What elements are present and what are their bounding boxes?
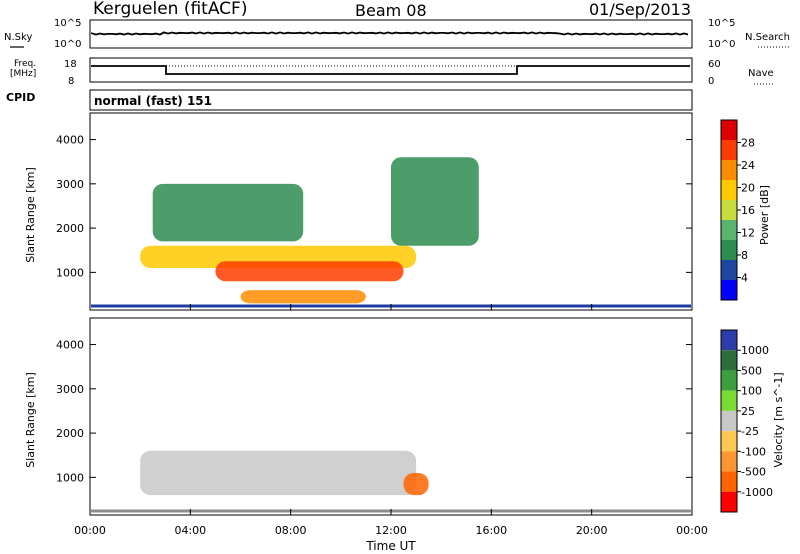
power-y-ticks: 1000 2000 3000 4000 (56, 134, 692, 279)
colorbar-tick-label: 16 (741, 204, 755, 217)
nsky-right-tick-top: 10^5 (708, 18, 735, 29)
colorbar-swatch (721, 160, 737, 180)
velocity-y-axis-label: Slant Range [km] (24, 372, 37, 468)
y-tick-label: 3000 (56, 178, 84, 191)
colorbar-tick-label: 500 (741, 364, 762, 377)
station-title: Kerguelen (fitACF) (93, 0, 247, 19)
nsearch-label: N.Search (745, 32, 790, 43)
colorbar-tick-label: -500 (741, 466, 766, 479)
colorbar-swatch (721, 200, 737, 220)
x-tick-label: 04:00 (174, 524, 206, 537)
heatmap-region (215, 261, 404, 282)
velocity-colorbar: 1000 500 100 25 -25 -100 -500 -1000 (720, 329, 773, 513)
x-tick-label: 08:00 (275, 524, 307, 537)
colorbar-swatch (721, 451, 737, 472)
colorbar-swatch (721, 220, 737, 240)
colorbar-tick-label: 24 (741, 159, 755, 172)
heatmap-region (152, 183, 304, 242)
y-tick-label: 1000 (56, 266, 84, 279)
cpid-panel: CPID normal (fast) 151 (6, 89, 693, 111)
beam-label: Beam 08 (355, 1, 427, 20)
colorbar-swatch (721, 140, 737, 160)
velocity-panel: Slant Range [km] 1000 2000 3000 4000 1000 50… (24, 304, 785, 553)
power-colorbar: 4 8 12 16 20 24 28 (720, 119, 755, 301)
y-tick-label: 2000 (56, 222, 84, 235)
colorbar-tick-label: -100 (741, 445, 766, 458)
heatmap-region (391, 157, 479, 246)
power-colorbar-label: Power [dB] (758, 185, 771, 245)
velocity-x-ticks: 00:00 04:00 08:00 12:00 16:00 20:00 00:00 (74, 304, 708, 537)
colorbar-swatch (721, 350, 737, 371)
colorbar-swatch (721, 330, 737, 351)
freq-left-tick-bottom: 8 (68, 76, 74, 87)
nsky-left-tick-bottom: 10^0 (54, 39, 81, 50)
colorbar-swatch (721, 471, 737, 492)
freq-panel: Freq. [MHz] 18 8 60 0 Nave (10, 57, 774, 87)
colorbar-swatch (721, 370, 737, 391)
y-tick-label: 1000 (56, 471, 84, 484)
velocity-colorbar-label: Velocity [m s^-1] (772, 372, 785, 467)
velocity-heatmap (91, 450, 691, 513)
freq-left-tick-top: 18 (64, 59, 77, 70)
nave-label: Nave (748, 68, 774, 79)
date-label: 01/Sep/2013 (589, 0, 691, 19)
nsky-panel: N.Sky 10^5 10^0 10^5 10^0 N.Search (4, 18, 790, 50)
x-tick-label: 00:00 (74, 524, 106, 537)
freq-unit-label: [MHz] (10, 69, 36, 79)
colorbar-swatch (721, 240, 737, 260)
nsky-left-tick-top: 10^5 (54, 18, 81, 29)
colorbar-tick-label: -25 (741, 425, 759, 438)
colorbar-swatch (721, 260, 737, 280)
colorbar-tick-label: 12 (741, 227, 755, 240)
colorbar-tick-label: 20 (741, 182, 755, 195)
x-tick-label: 00:00 (676, 524, 708, 537)
y-tick-label: 4000 (56, 339, 84, 352)
colorbar-frame (720, 329, 738, 513)
colorbar-tick-label: 100 (741, 385, 762, 398)
nave-right-tick-bottom: 0 (708, 76, 714, 87)
colorbar-tick-label: 1000 (741, 344, 769, 357)
colorbar-swatch (721, 280, 737, 300)
cpid-frame (89, 89, 693, 111)
heatmap-region (140, 450, 417, 496)
x-tick-label: 20:00 (576, 524, 608, 537)
nsky-right-tick-bottom: 10^0 (708, 39, 735, 50)
power-panel: Slant Range [km] 1000 2000 3000 4000 4 8 12 16… (24, 112, 771, 311)
power-heatmap (91, 157, 691, 308)
freq-trace (91, 65, 690, 75)
cpid-value: normal (fast) 151 (94, 94, 212, 108)
x-axis-label: Time UT (365, 539, 416, 553)
colorbar-swatch (721, 390, 737, 411)
velocity-y-ticks: 1000 2000 3000 4000 (56, 339, 692, 484)
colorbar-tick-label: 28 (741, 137, 755, 150)
colorbar-swatch (721, 180, 737, 200)
nsky-trace (91, 31, 689, 36)
x-tick-label: 12:00 (375, 524, 407, 537)
colorbar-swatch (721, 120, 737, 140)
freq-label: Freq. (14, 59, 36, 69)
nsky-frame (89, 19, 693, 49)
nsky-label: N.Sky (4, 32, 32, 43)
cpid-label: CPID (6, 91, 35, 104)
power-y-axis-label: Slant Range [km] (24, 167, 37, 263)
colorbar-tick-label: -1000 (741, 486, 773, 499)
x-tick-label: 16:00 (475, 524, 507, 537)
colorbar-swatch (721, 410, 737, 432)
heatmap-region (240, 290, 366, 304)
colorbar-tick-label: 8 (741, 249, 748, 262)
nave-right-tick-top: 60 (708, 59, 721, 70)
heatmap-region (403, 472, 429, 496)
colorbar-tick-label: 4 (741, 272, 748, 285)
colorbar-swatch (721, 491, 737, 512)
freq-frame (89, 57, 693, 83)
colorbar-swatch (721, 431, 737, 452)
y-tick-label: 2000 (56, 427, 84, 440)
y-tick-label: 4000 (56, 134, 84, 147)
colorbar-tick-label: 25 (741, 405, 755, 418)
y-tick-label: 3000 (56, 383, 84, 396)
